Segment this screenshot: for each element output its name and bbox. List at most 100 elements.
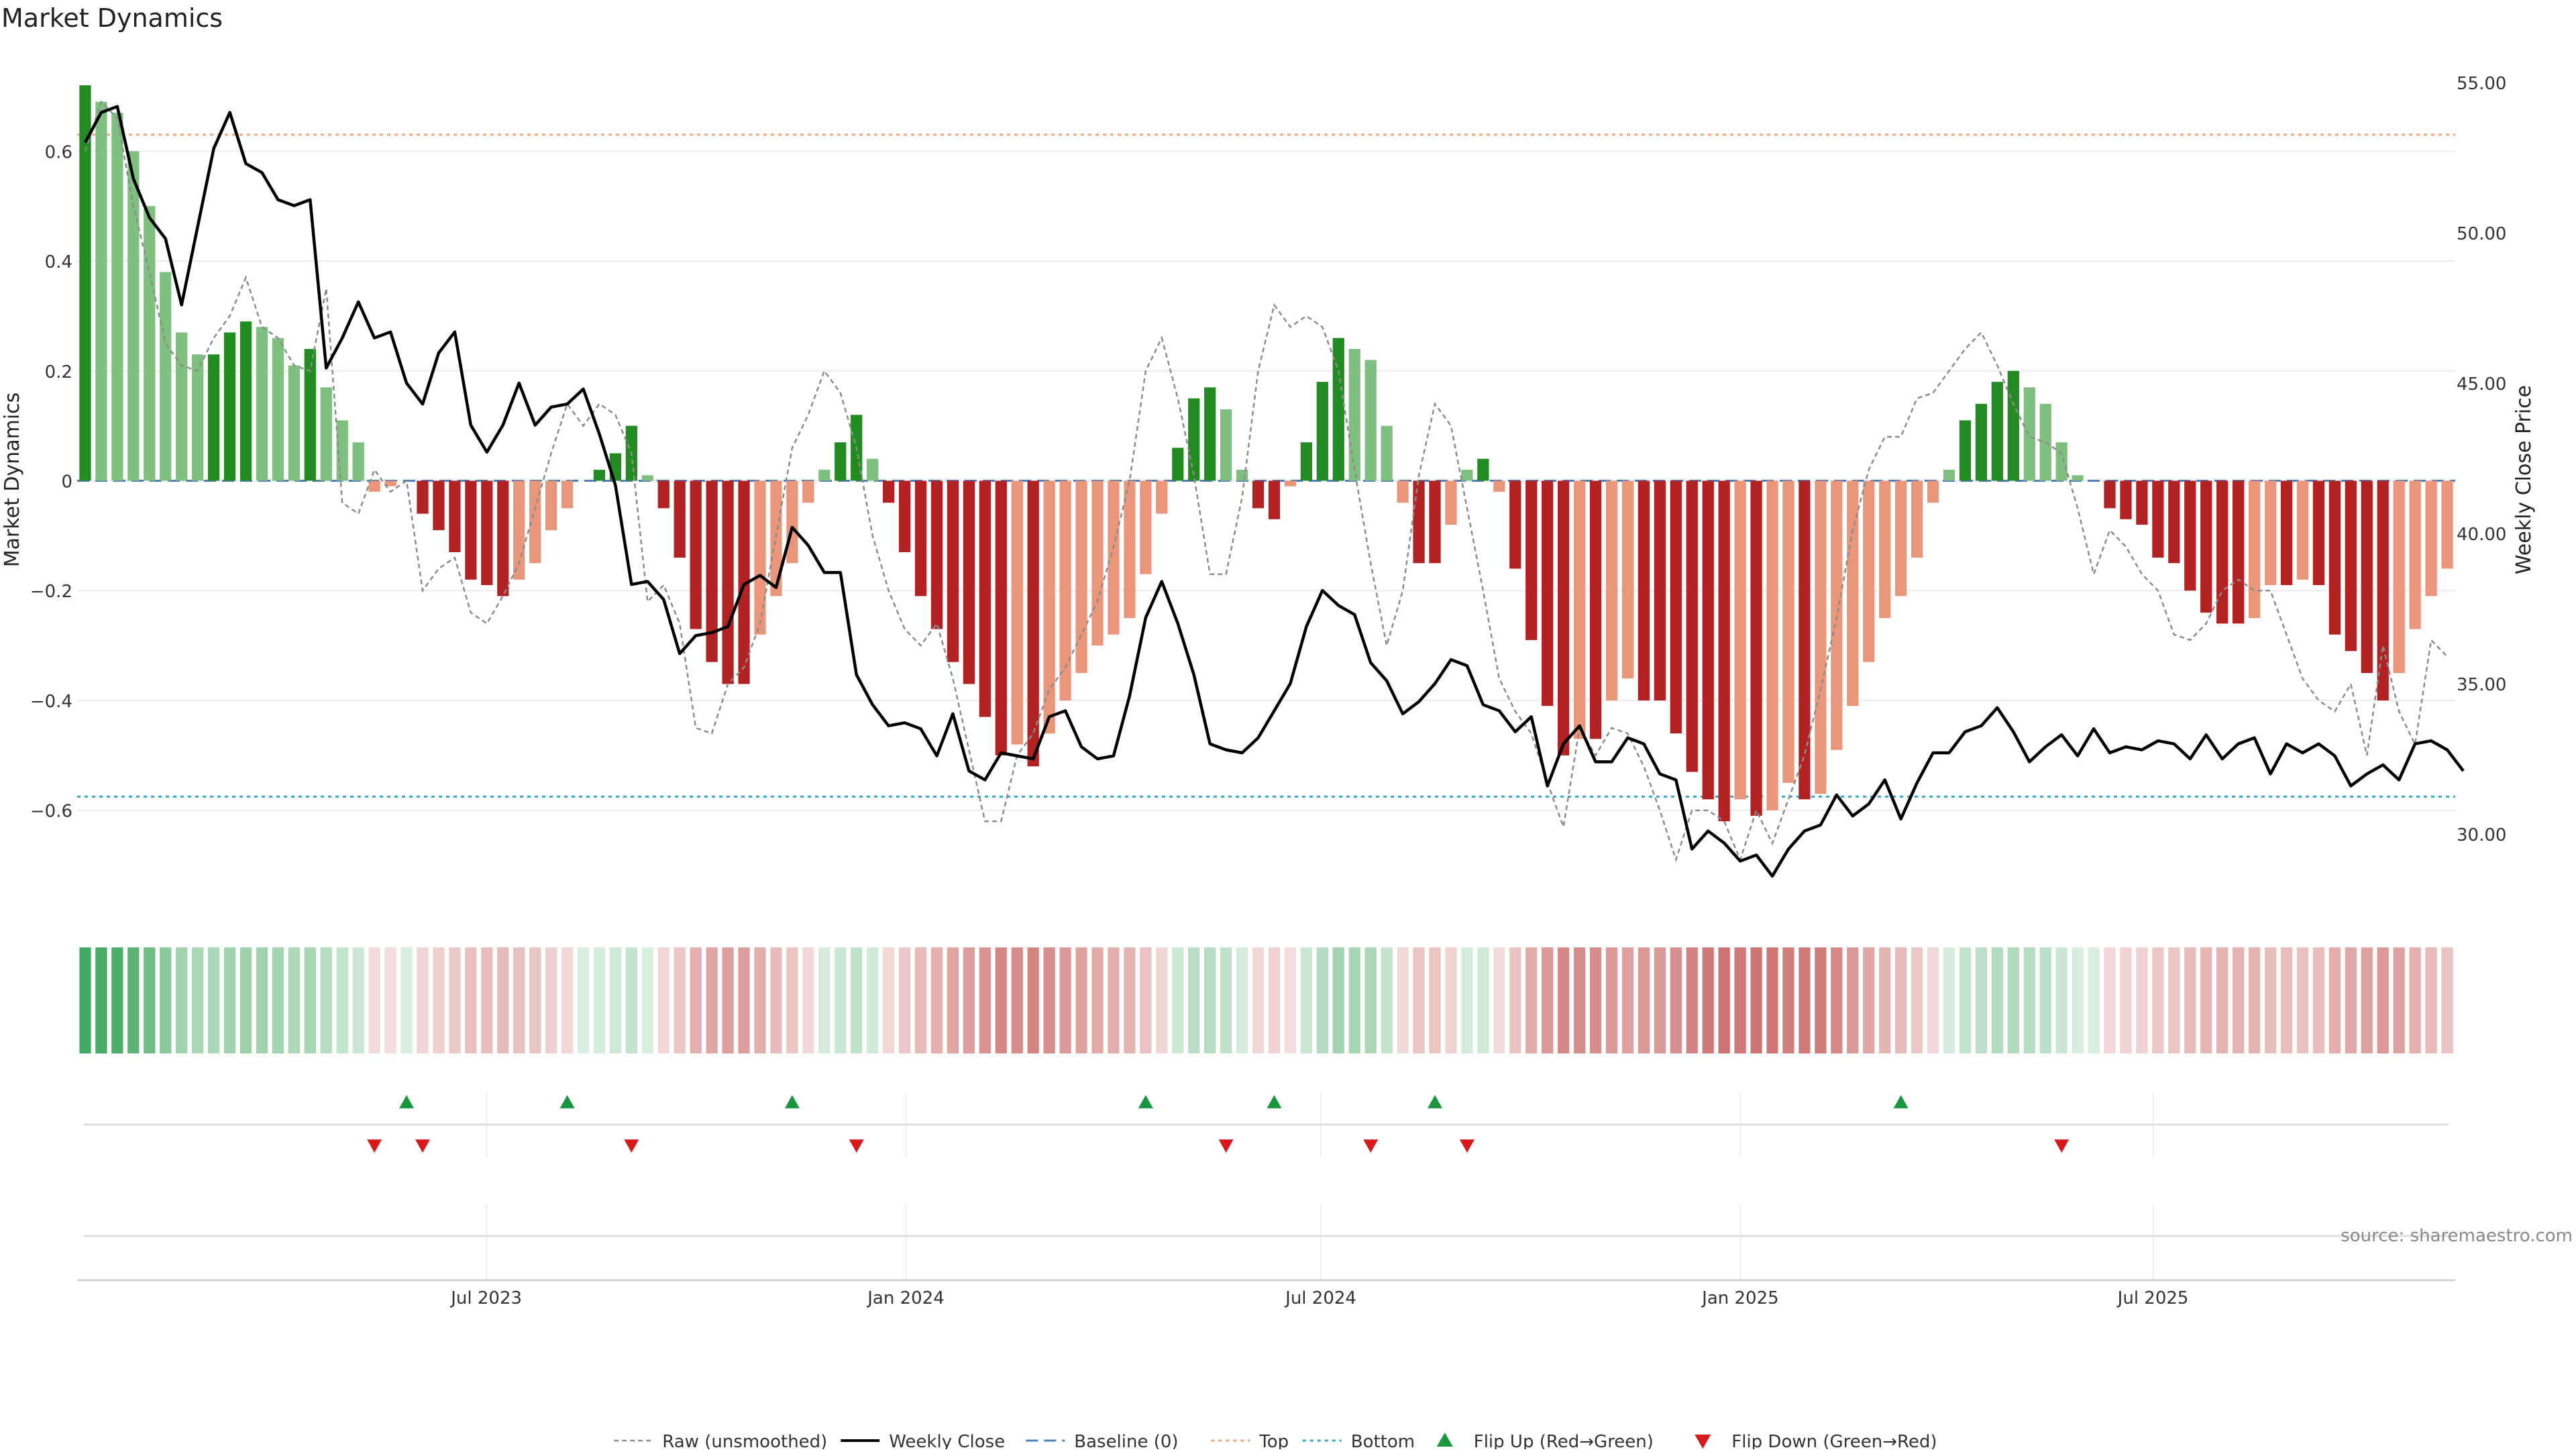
heat-strip-cell: [867, 947, 879, 1053]
heat-strip-cell: [1766, 947, 1778, 1053]
heat-strip-cell: [127, 947, 140, 1053]
bar: [706, 480, 718, 662]
heat-strip-cell: [1959, 947, 1972, 1053]
heat-strip-cell: [1493, 947, 1505, 1053]
bar: [1815, 480, 1827, 794]
heat-strip-cell: [256, 947, 268, 1053]
heat-strip-cell: [1059, 947, 1071, 1053]
bar: [1525, 480, 1538, 640]
bar: [304, 349, 316, 481]
bar: [1220, 409, 1232, 481]
heat-strip-cell: [674, 947, 686, 1053]
legend-label: Flip Up (Red→Green): [1474, 1432, 1654, 1449]
bar: [1429, 480, 1441, 564]
bar: [2055, 442, 2068, 481]
heat-strip-cell: [1638, 947, 1650, 1053]
bar: [272, 338, 284, 481]
heat-strip-cell: [2312, 947, 2325, 1053]
heat-strip-cell: [1124, 947, 1136, 1053]
flip-up-marker: [1428, 1095, 1443, 1108]
heat-strip-cell: [1702, 947, 1714, 1053]
x-tick-label: Jul 2023: [449, 1288, 522, 1308]
bar: [1670, 480, 1682, 734]
heat-strip-cell: [1991, 947, 2003, 1053]
heat-strip-cell: [272, 947, 284, 1053]
legend-item: Weekly Close: [841, 1432, 1005, 1452]
heat-strip-cell: [1815, 947, 1827, 1053]
bar: [1750, 480, 1762, 816]
bar: [352, 442, 364, 481]
heat-strip-cell: [690, 947, 702, 1053]
heat-strip-cell: [1799, 947, 1811, 1053]
heat-strip-cell: [1091, 947, 1104, 1053]
axes-layer: −0.6 −0.4 −0.2 0 0.2 0.4 0.6 30.00 35.00 40.00 45.…: [30, 74, 2507, 1308]
flip-up-marker: [1893, 1095, 1909, 1108]
heat-strip-cell: [1975, 947, 1988, 1053]
heat-strip-cell: [818, 947, 830, 1053]
heat-strip-cell: [223, 947, 236, 1053]
heat-strip-cell: [2088, 947, 2100, 1053]
bar: [882, 480, 895, 503]
heat-strip-cell: [1316, 947, 1328, 1053]
bar: [2441, 480, 2453, 569]
heat-strip-cell: [609, 947, 622, 1053]
bar: [2216, 480, 2229, 624]
heat-strip-cell: [449, 947, 461, 1053]
heat-strip-cell: [1236, 947, 1248, 1053]
heat-strip-cell: [835, 947, 847, 1053]
heat-strip-cell: [2345, 947, 2357, 1053]
bar: [1895, 480, 1907, 597]
y-axis-left-label: Market Dynamics: [1, 393, 24, 568]
bar: [127, 151, 140, 481]
heat-strip-cell: [2184, 947, 2196, 1053]
bar: [1766, 480, 1778, 811]
bar: [593, 470, 606, 481]
heat-strip-cell: [706, 947, 718, 1053]
bar: [1863, 480, 1875, 662]
heat-strip-cell: [851, 947, 863, 1053]
heat-strip-cell: [2120, 947, 2132, 1053]
heat-strip-cell: [1348, 947, 1360, 1053]
heat-strip-cell: [497, 947, 509, 1053]
bar: [2393, 480, 2405, 674]
legend-label: Weekly Close: [889, 1432, 1005, 1449]
bar: [2361, 480, 2373, 674]
bar: [802, 480, 814, 503]
heat-strip-cell: [1445, 947, 1457, 1053]
heat-strip-cell: [1252, 947, 1265, 1053]
flip-down-marker: [1218, 1139, 1234, 1153]
heat-strip-cell: [1654, 947, 1666, 1053]
heat-strip-cell: [722, 947, 734, 1053]
flip-up-marker: [399, 1095, 415, 1108]
bar: [1686, 480, 1698, 772]
bar: [2136, 480, 2148, 525]
bar: [1172, 448, 1184, 481]
bar: [1542, 480, 1554, 707]
flip-down-marker: [1459, 1139, 1474, 1153]
bar: [722, 480, 734, 684]
bar: [2377, 480, 2389, 701]
bar: [1621, 480, 1634, 679]
heat-strip-cell: [1381, 947, 1393, 1053]
heat-strip-cell: [2264, 947, 2277, 1053]
heat-strip-cell: [882, 947, 895, 1053]
bar: [1734, 480, 1746, 800]
bar: [867, 458, 879, 481]
y-tick-label-right: 35.00: [2457, 675, 2506, 695]
heat-strip-cell: [2296, 947, 2309, 1053]
bar: [1413, 480, 1425, 564]
bar: [1091, 480, 1104, 646]
bar: [1702, 480, 1714, 800]
bar: [223, 332, 236, 481]
legend-label: Flip Down (Green→Red): [1731, 1432, 1937, 1449]
bar: [2409, 480, 2421, 629]
y-tick-label-right: 40.00: [2457, 525, 2506, 545]
bar: [288, 365, 300, 481]
heat-strip-cell: [1573, 947, 1586, 1053]
bar: [818, 470, 830, 481]
bar: [738, 480, 750, 684]
heat-strip-cell: [1621, 947, 1634, 1053]
bar: [1847, 480, 1859, 707]
